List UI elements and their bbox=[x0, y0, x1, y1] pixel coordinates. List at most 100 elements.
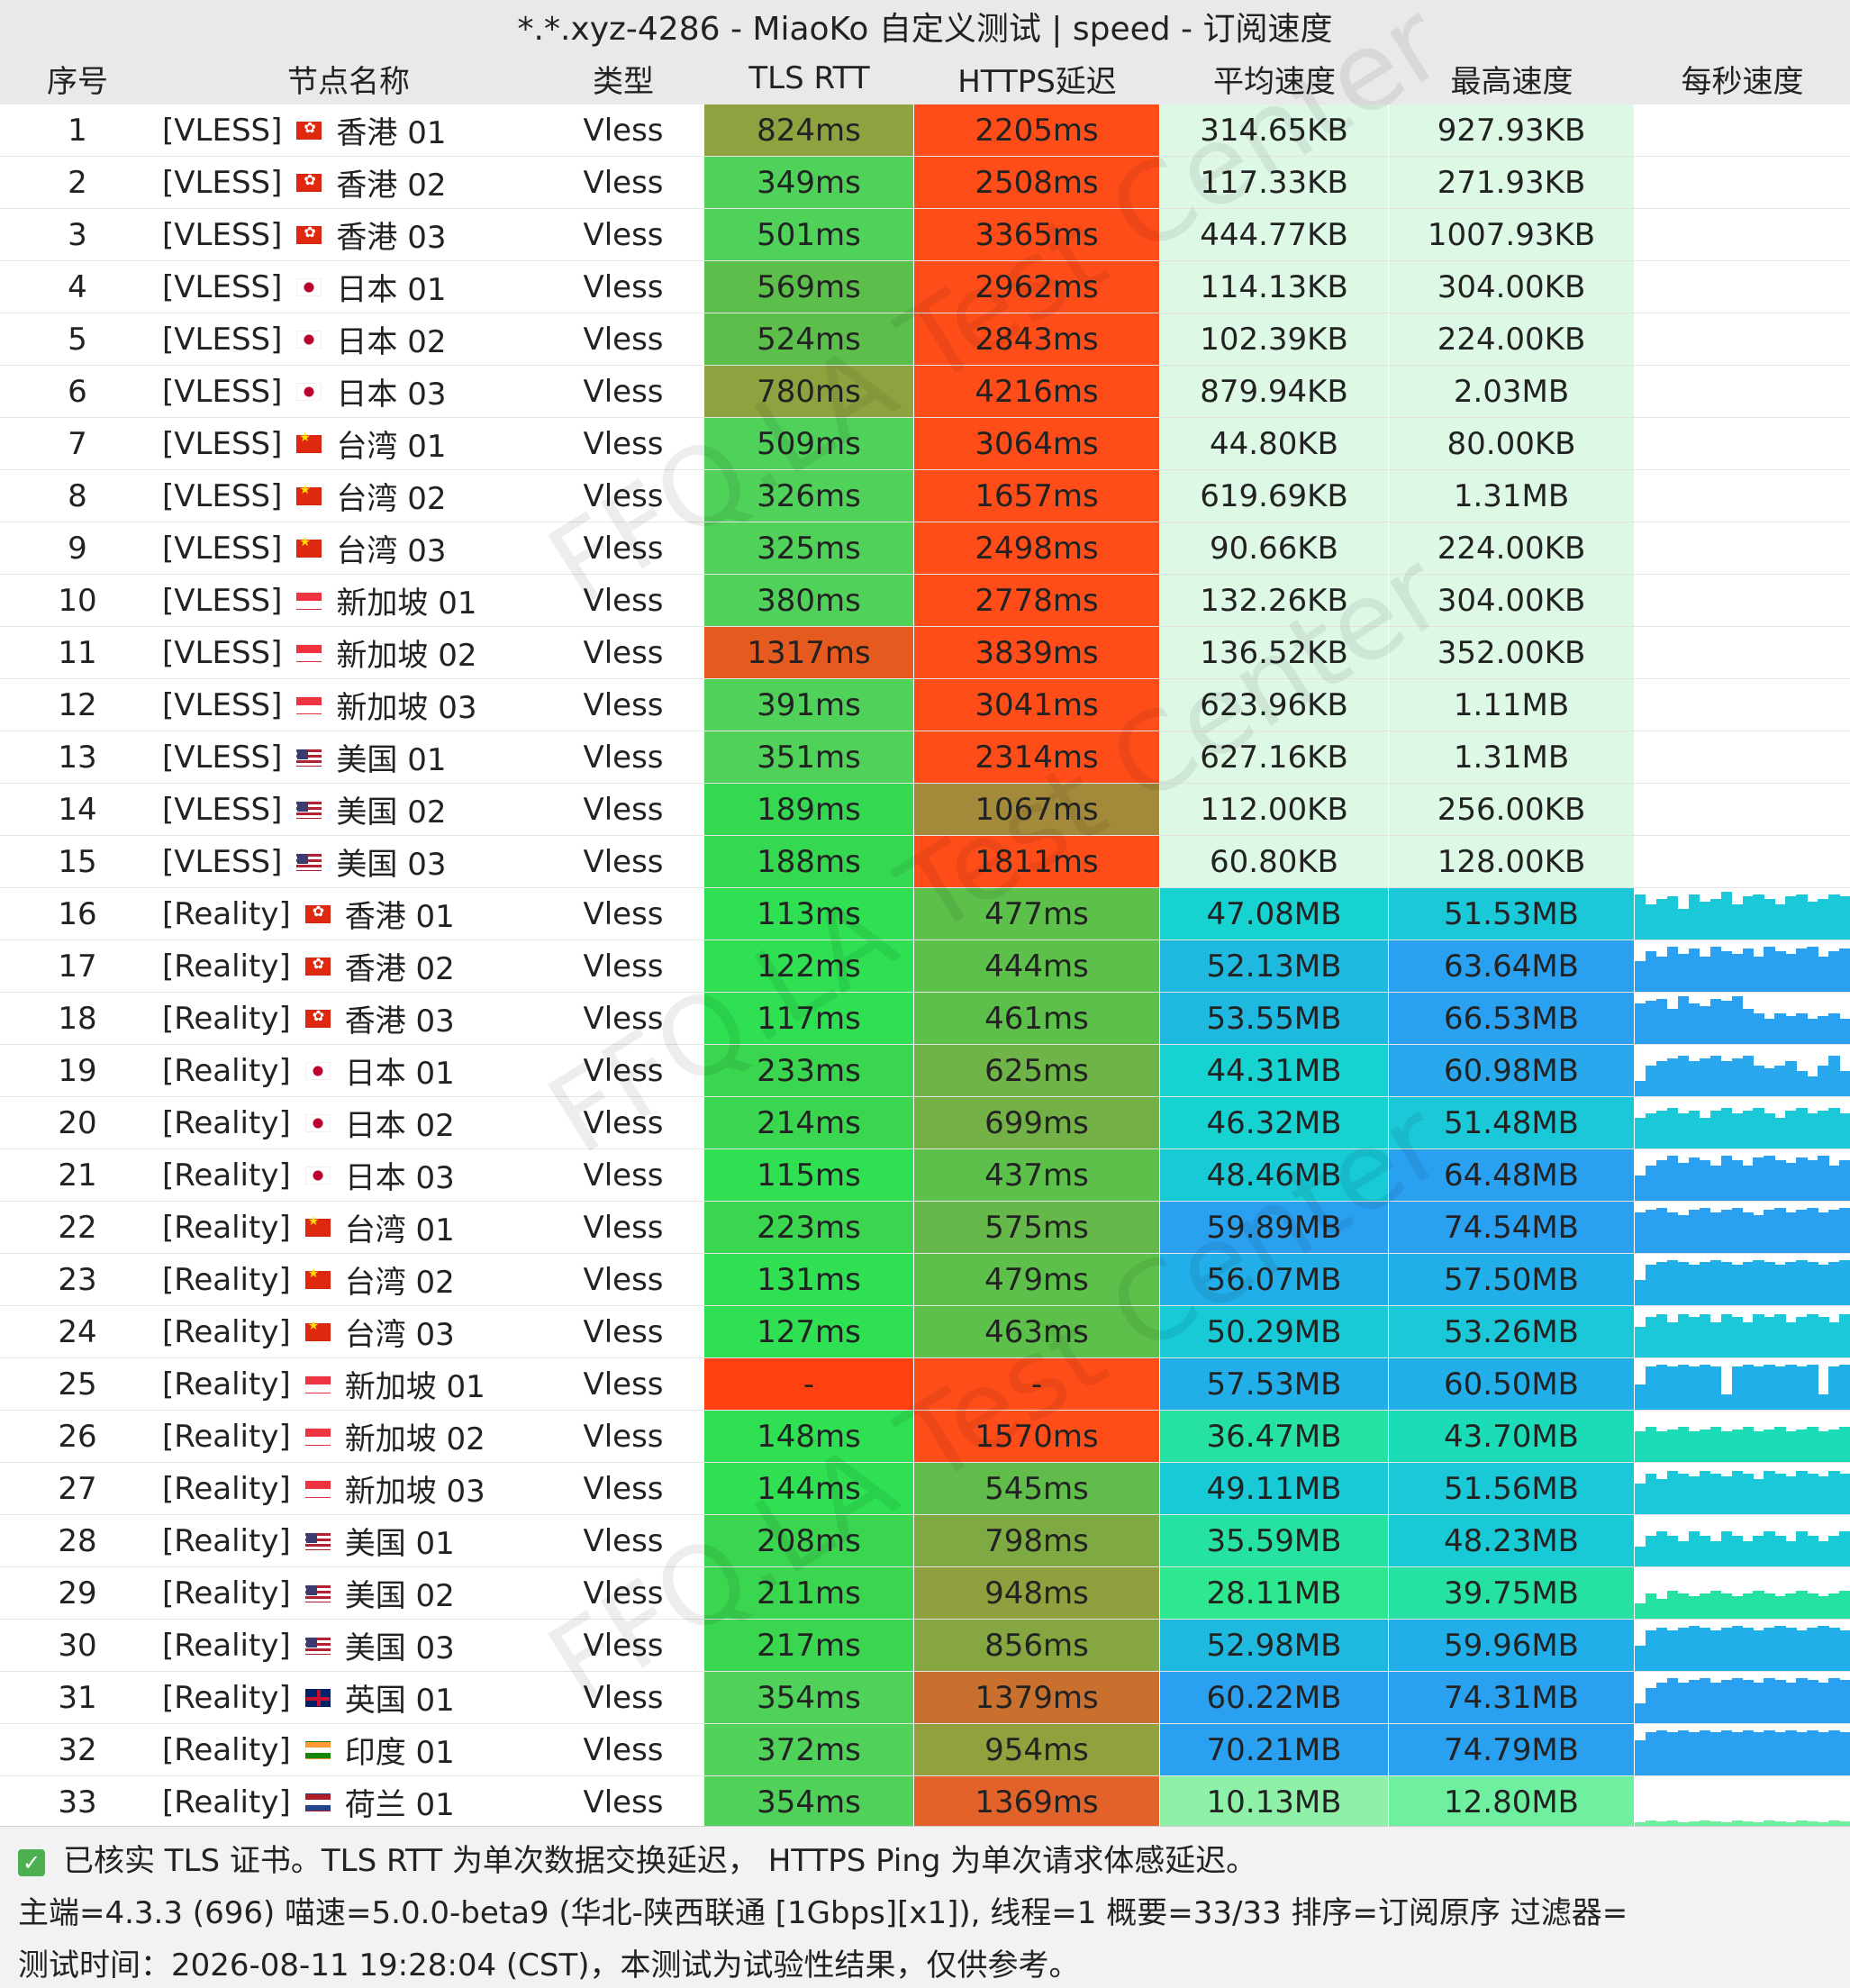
table-row[interactable]: 23 [Reality] 台湾 02 Vless 131ms479ms56.07MB57… bbox=[0, 1254, 1850, 1306]
speed-sample-bar bbox=[1807, 1160, 1818, 1201]
header-node-name[interactable]: 节点名称 bbox=[287, 63, 410, 100]
tls-rtt-cell: 122ms bbox=[704, 940, 914, 992]
table-row[interactable]: 12 [VLESS] 新加坡 03 Vless 391ms 3041ms 623.96KB 1… bbox=[0, 679, 1850, 731]
tls-rtt-cell: 148ms bbox=[704, 1411, 914, 1462]
protocol-tag: [Reality] bbox=[162, 1000, 291, 1037]
speed-sample-bar bbox=[1635, 1081, 1646, 1096]
node-name: [Reality] 日本 01 bbox=[155, 1045, 542, 1096]
node-name: [VLESS] 台湾 02 bbox=[155, 470, 542, 522]
table-row[interactable]: 5 [VLESS] 日本 02 Vless 524ms 2843ms 102.39KB 224… bbox=[0, 313, 1850, 366]
table-row[interactable]: 25 [Reality] 新加坡 01 Vless - -57.53MB 60.50MB bbox=[0, 1358, 1850, 1411]
table-row[interactable]: 7 [VLESS] 台湾 01 Vless 509ms3064ms44.80KB80.0… bbox=[0, 418, 1850, 470]
table-row[interactable]: 14 [VLESS] 美国 02 Vless 189ms 1067ms 112.00KB 25… bbox=[0, 784, 1850, 836]
speed-sample-bar bbox=[1655, 1208, 1668, 1253]
avg-speed-cell: 52.98MB bbox=[1160, 1620, 1389, 1671]
speed-sample-bar bbox=[1796, 1430, 1808, 1462]
speed-sample-bar bbox=[1753, 1366, 1764, 1410]
speed-sample-bar bbox=[1635, 1603, 1646, 1619]
table-row[interactable]: 30 [Reality] 美国 03 Vless 217ms 856ms 52.98MB 59… bbox=[0, 1620, 1850, 1672]
header-https-latency[interactable]: HTTPS延迟 bbox=[957, 63, 1117, 100]
table-row[interactable]: 2 [VLESS] 香港 02 Vless 349ms2508ms117.33KB271… bbox=[0, 157, 1850, 209]
table-row[interactable]: 26 [Reality] 新加坡 02 Vless 148ms 1570ms 36.47MB… bbox=[0, 1411, 1850, 1463]
table-row[interactable]: 10 [VLESS] 新加坡 01 Vless 380ms 2778ms 132.26KB 3… bbox=[0, 575, 1850, 627]
protocol-tag: [VLESS] bbox=[162, 530, 283, 567]
table-row[interactable]: 24 [Reality] 台湾 03 Vless 127ms463ms50.29MB53… bbox=[0, 1306, 1850, 1358]
speed-sample-bar bbox=[1753, 1260, 1764, 1305]
per-second-speed-chart bbox=[1635, 1620, 1850, 1671]
table-row[interactable]: 32 [Reality] 印度 01 Vless 372ms 954ms 70.21MB 74… bbox=[0, 1724, 1850, 1776]
speed-sample-bar bbox=[1753, 957, 1764, 992]
avg-speed-cell: 102.39KB bbox=[1160, 313, 1389, 365]
tls-rtt-cell: 208ms bbox=[704, 1515, 914, 1566]
avg-speed-cell: 44.80KB bbox=[1160, 418, 1389, 469]
speed-sample-bar bbox=[1742, 1111, 1754, 1148]
table-row[interactable]: 8 [VLESS] 台湾 02 Vless 326ms1657ms619.69KB1.3… bbox=[0, 470, 1850, 522]
speed-sample-bar bbox=[1839, 1071, 1850, 1096]
max-speed-cell: 74.79MB bbox=[1389, 1724, 1635, 1775]
speed-sample-bar bbox=[1720, 951, 1733, 992]
per-second-speed-chart bbox=[1635, 470, 1850, 522]
speed-sample-bar bbox=[1699, 1536, 1711, 1566]
table-row[interactable]: 16 [Reality] 香港 01 Vless 113ms477ms47.08MB51… bbox=[0, 888, 1850, 940]
header-type[interactable]: 类型 bbox=[593, 63, 654, 100]
https-latency-cell: 1570ms bbox=[914, 1411, 1160, 1462]
flag-jp-icon bbox=[296, 330, 322, 349]
table-row[interactable]: 33 [Reality] 荷兰 01 Vless 354ms 1369ms 10.13MB 1… bbox=[0, 1776, 1850, 1829]
table-row[interactable]: 31 [Reality] 英国 01 Vless 354ms 1379ms 60.22MB 7… bbox=[0, 1672, 1850, 1724]
row-number: 25 bbox=[58, 1366, 97, 1402]
region-label: 美国 02 bbox=[336, 794, 447, 831]
tls-rtt-cell: 188ms bbox=[704, 836, 914, 887]
header-per-second-speed[interactable]: 每秒速度 bbox=[1681, 63, 1804, 100]
protocol-type: Vless bbox=[583, 791, 664, 828]
table-row[interactable]: 22 [Reality] 台湾 01 Vless 223ms575ms59.89MB74… bbox=[0, 1202, 1850, 1254]
avg-speed-cell: 28.11MB bbox=[1160, 1567, 1389, 1619]
table-row[interactable]: 3 [VLESS] 香港 03 Vless 501ms3365ms444.77KB100… bbox=[0, 209, 1850, 261]
protocol-tag: [VLESS] bbox=[162, 425, 283, 462]
speed-sample-bar bbox=[1774, 1536, 1786, 1566]
table-row[interactable]: 15 [VLESS] 美国 03 Vless 188ms 1811ms 60.80KB 128… bbox=[0, 836, 1850, 888]
speed-sample-bar bbox=[1720, 1531, 1733, 1566]
per-second-speed-chart bbox=[1635, 627, 1850, 678]
table-row[interactable]: 20 [Reality] 日本 02 Vless 214ms 699ms 46.32MB 51… bbox=[0, 1097, 1850, 1149]
speed-sample-bar bbox=[1720, 1210, 1733, 1253]
speed-sample-bar bbox=[1742, 1821, 1754, 1828]
table-row[interactable]: 19 [Reality] 日本 01 Vless 233ms 625ms 44.31MB 60… bbox=[0, 1045, 1850, 1097]
speed-sample-bar bbox=[1807, 947, 1818, 992]
speed-sample-bar bbox=[1677, 1427, 1690, 1462]
speed-sample-bar bbox=[1828, 1366, 1840, 1410]
table-row[interactable]: 1 [VLESS] 香港 01 Vless 824ms2205ms314.65KB927… bbox=[0, 104, 1850, 157]
speed-sample-bar bbox=[1635, 1646, 1646, 1671]
speed-sample-bar bbox=[1699, 1208, 1711, 1253]
table-row[interactable]: 6 [VLESS] 日本 03 Vless 780ms 4216ms 879.94KB 2.0… bbox=[0, 366, 1850, 418]
table-row[interactable]: 29 [Reality] 美国 02 Vless 211ms 948ms 28.11MB 39… bbox=[0, 1567, 1850, 1620]
speed-sample-bar bbox=[1818, 1394, 1829, 1410]
table-row[interactable]: 9 [VLESS] 台湾 03 Vless 325ms2498ms90.66KB224.… bbox=[0, 522, 1850, 575]
header-no[interactable]: 序号 bbox=[47, 63, 108, 100]
header-avg-speed[interactable]: 平均速度 bbox=[1213, 63, 1336, 100]
max-speed-cell: 1.31MB bbox=[1389, 731, 1635, 783]
speed-sample-bar bbox=[1709, 1366, 1722, 1410]
speed-sample-bar bbox=[1796, 1317, 1808, 1357]
speed-sample-bar bbox=[1742, 1365, 1754, 1410]
speed-sample-bar bbox=[1753, 1314, 1764, 1357]
table-row[interactable]: 21 [Reality] 日本 03 Vless 115ms 437ms 48.46MB 64… bbox=[0, 1149, 1850, 1202]
table-row[interactable]: 28 [Reality] 美国 01 Vless 208ms 798ms 35.59MB 48… bbox=[0, 1515, 1850, 1567]
speed-sample-bar bbox=[1635, 1176, 1646, 1201]
speed-sample-bar bbox=[1720, 1476, 1733, 1514]
table-row[interactable]: 18 [Reality] 香港 03 Vless 117ms461ms53.55MB66… bbox=[0, 993, 1850, 1045]
speed-sample-bar bbox=[1807, 1474, 1818, 1514]
header-tls-rtt[interactable]: TLS RTT bbox=[748, 60, 870, 96]
speed-sample-bar bbox=[1688, 1366, 1700, 1410]
region-label: 美国 03 bbox=[336, 847, 447, 883]
table-row[interactable]: 4 [VLESS] 日本 01 Vless 569ms 2962ms 114.13KB 304… bbox=[0, 261, 1850, 313]
table-row[interactable]: 17 [Reality] 香港 02 Vless 122ms444ms52.13MB63… bbox=[0, 940, 1850, 993]
table-row[interactable]: 11 [VLESS] 新加坡 02 Vless 1317ms 3839ms 136.52KB… bbox=[0, 627, 1850, 679]
node-name: [VLESS] 香港 01 bbox=[155, 104, 542, 156]
header-max-speed[interactable]: 最高速度 bbox=[1450, 63, 1573, 100]
table-row[interactable]: 13 [VLESS] 美国 01 Vless 351ms 2314ms 627.16KB 1.… bbox=[0, 731, 1850, 784]
speed-sample-bar bbox=[1828, 1730, 1840, 1775]
speed-sample-bar bbox=[1666, 896, 1679, 940]
table-row[interactable]: 27 [Reality] 新加坡 03 Vless 144ms 545ms 49.11MB 5… bbox=[0, 1463, 1850, 1515]
speed-sample-bar bbox=[1655, 1730, 1668, 1775]
